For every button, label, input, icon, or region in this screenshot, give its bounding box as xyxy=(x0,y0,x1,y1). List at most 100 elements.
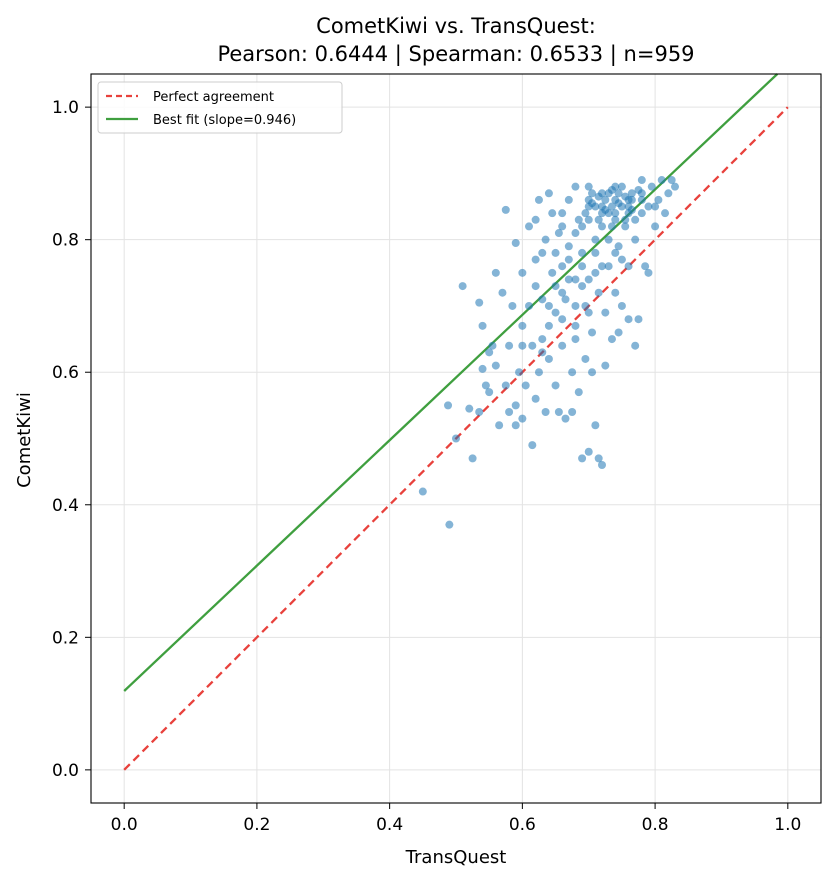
scatter-point xyxy=(561,414,570,423)
scatter-point xyxy=(591,248,600,257)
scatter-point xyxy=(561,295,570,304)
scatter-point xyxy=(548,209,557,218)
scatter-point xyxy=(478,321,487,330)
scatter-point xyxy=(604,262,613,271)
scatter-point xyxy=(558,222,567,231)
scatter-point xyxy=(614,199,623,208)
scatter-point xyxy=(631,215,640,224)
scatter-point xyxy=(544,301,553,310)
scatter-point xyxy=(581,354,590,363)
chart-title: CometKiwi vs. TransQuest: xyxy=(316,14,596,38)
scatter-point xyxy=(594,454,603,463)
scatter-point xyxy=(641,262,650,271)
scatter-point xyxy=(558,262,567,271)
scatter-point xyxy=(591,202,600,211)
scatter-point xyxy=(604,209,613,218)
scatter-point xyxy=(571,321,580,330)
scatter-point xyxy=(488,341,497,350)
scatter-point xyxy=(578,282,587,291)
scatter-point xyxy=(617,255,626,264)
x-tick-label: 1.0 xyxy=(774,815,801,835)
scatter-point xyxy=(617,301,626,310)
scatter-point xyxy=(491,268,500,277)
y-tick-label: 0.8 xyxy=(52,231,79,251)
scatter-point xyxy=(581,209,590,218)
legend-box xyxy=(97,81,343,134)
scatter-point xyxy=(578,248,587,257)
scatter-point xyxy=(551,381,560,390)
scatter-point xyxy=(657,176,666,185)
scatter-point xyxy=(564,255,573,264)
scatter-point xyxy=(631,235,640,244)
scatter-point xyxy=(558,288,567,297)
scatter-point xyxy=(637,209,646,218)
x-tick-label: 0.8 xyxy=(642,815,669,835)
scatter-point xyxy=(661,209,670,218)
scatter-point xyxy=(505,341,514,350)
scatter-point xyxy=(627,195,636,204)
scatter-point xyxy=(578,222,587,231)
scatter-point xyxy=(551,248,560,257)
x-axis-label: TransQuest xyxy=(405,847,507,868)
scatter-point xyxy=(534,195,543,204)
chart-subtitle: Pearson: 0.6444 | Spearman: 0.6533 | n=9… xyxy=(217,42,694,67)
scatter-point xyxy=(578,454,587,463)
best-fit-line xyxy=(123,73,779,692)
legend-label-perfect: Perfect agreement xyxy=(153,90,274,105)
y-tick-label: 0.6 xyxy=(52,363,79,383)
scatter-point xyxy=(554,229,563,238)
scatter-point xyxy=(651,222,660,231)
scatter-point xyxy=(584,182,593,191)
scatter-point xyxy=(571,335,580,344)
scatter-point xyxy=(498,288,507,297)
scatter-point xyxy=(611,248,620,257)
plot-frame xyxy=(90,73,822,804)
scatter-point xyxy=(654,195,663,204)
scatter-point xyxy=(621,192,630,201)
y-tick-label: 0.0 xyxy=(52,761,79,781)
scatter-point xyxy=(452,434,460,443)
scatter-point xyxy=(458,282,467,291)
scatter-point xyxy=(568,407,577,416)
scatter-point xyxy=(667,176,676,185)
scatter-point xyxy=(607,335,616,344)
legend: Perfect agreement Best fit (slope=0.946) xyxy=(97,81,343,134)
scatter-point xyxy=(528,341,537,350)
scatter-point xyxy=(591,268,600,277)
scatter-point xyxy=(584,275,593,284)
scatter-point xyxy=(491,361,500,370)
scatter-point xyxy=(495,421,504,430)
scatter-point xyxy=(538,295,547,304)
scatter-point xyxy=(538,348,547,357)
scatter-points xyxy=(418,176,679,529)
scatter-point xyxy=(531,215,540,224)
scatter-point xyxy=(564,242,573,251)
scatter-point xyxy=(598,222,606,231)
scatter-point xyxy=(651,202,660,211)
scatter-point xyxy=(481,381,490,390)
scatter-point xyxy=(531,282,540,291)
scatter-point xyxy=(581,301,590,310)
scatter-point xyxy=(518,268,527,277)
scatter-point xyxy=(588,328,597,337)
scatter-point xyxy=(637,176,646,185)
scatter-point xyxy=(418,487,427,496)
scatter-point xyxy=(624,262,633,271)
scatter-point xyxy=(611,209,620,218)
scatter-point xyxy=(607,185,616,194)
scatter-point xyxy=(574,215,583,224)
scatter-point xyxy=(624,202,633,211)
scatter-point xyxy=(607,202,616,211)
scatter-point xyxy=(594,288,603,297)
scatter-point xyxy=(525,222,533,231)
scatter-point xyxy=(538,335,547,344)
scatter-point xyxy=(571,182,580,191)
scatter-point xyxy=(501,205,510,214)
scatter-point xyxy=(611,288,620,297)
scatter-point xyxy=(485,348,494,357)
scatter-point xyxy=(571,275,580,284)
scatter-point xyxy=(501,381,510,390)
scatter-point xyxy=(621,222,630,231)
scatter-point xyxy=(594,192,603,201)
scatter-point xyxy=(511,401,520,410)
